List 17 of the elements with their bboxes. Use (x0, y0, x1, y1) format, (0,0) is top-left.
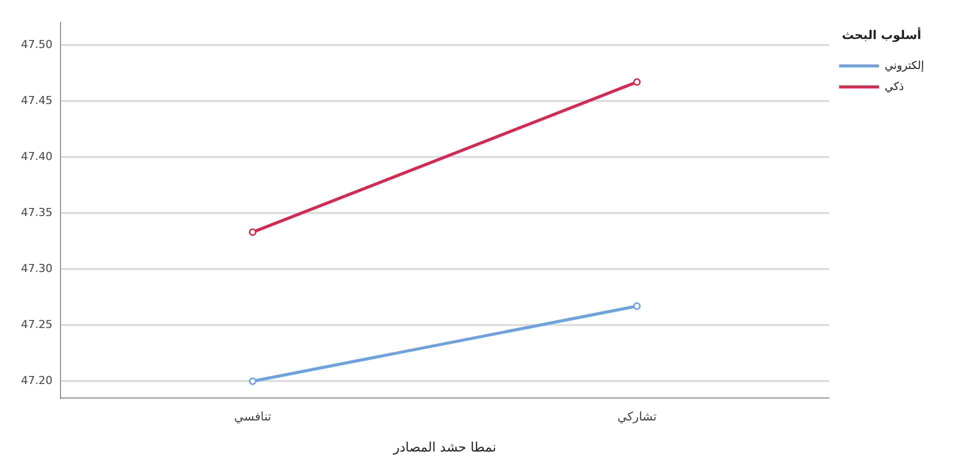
x-tick-label: تشاركي (617, 409, 657, 424)
y-tick-label: 47.35 (20, 206, 52, 219)
y-tick-label: 47.30 (20, 262, 52, 275)
legend-title: أسلوب البحث (842, 27, 922, 42)
y-tick-label: 47.20 (20, 374, 52, 388)
x-axis-title: نمطا حشد المصادر (392, 440, 496, 456)
point (633, 302, 641, 310)
point (248, 377, 256, 385)
y-tick-label: 47.50 (20, 38, 52, 51)
y-tick-label: 47.45 (20, 94, 52, 107)
y-tick-label: 47.40 (20, 150, 52, 163)
legend-label: ذكي (884, 80, 904, 93)
y-tick-label: 47.25 (20, 318, 52, 332)
point (248, 228, 256, 236)
legend-label: إلكتروني (884, 58, 924, 72)
point (633, 78, 641, 86)
x-tick-label: تنافسي (234, 409, 272, 424)
